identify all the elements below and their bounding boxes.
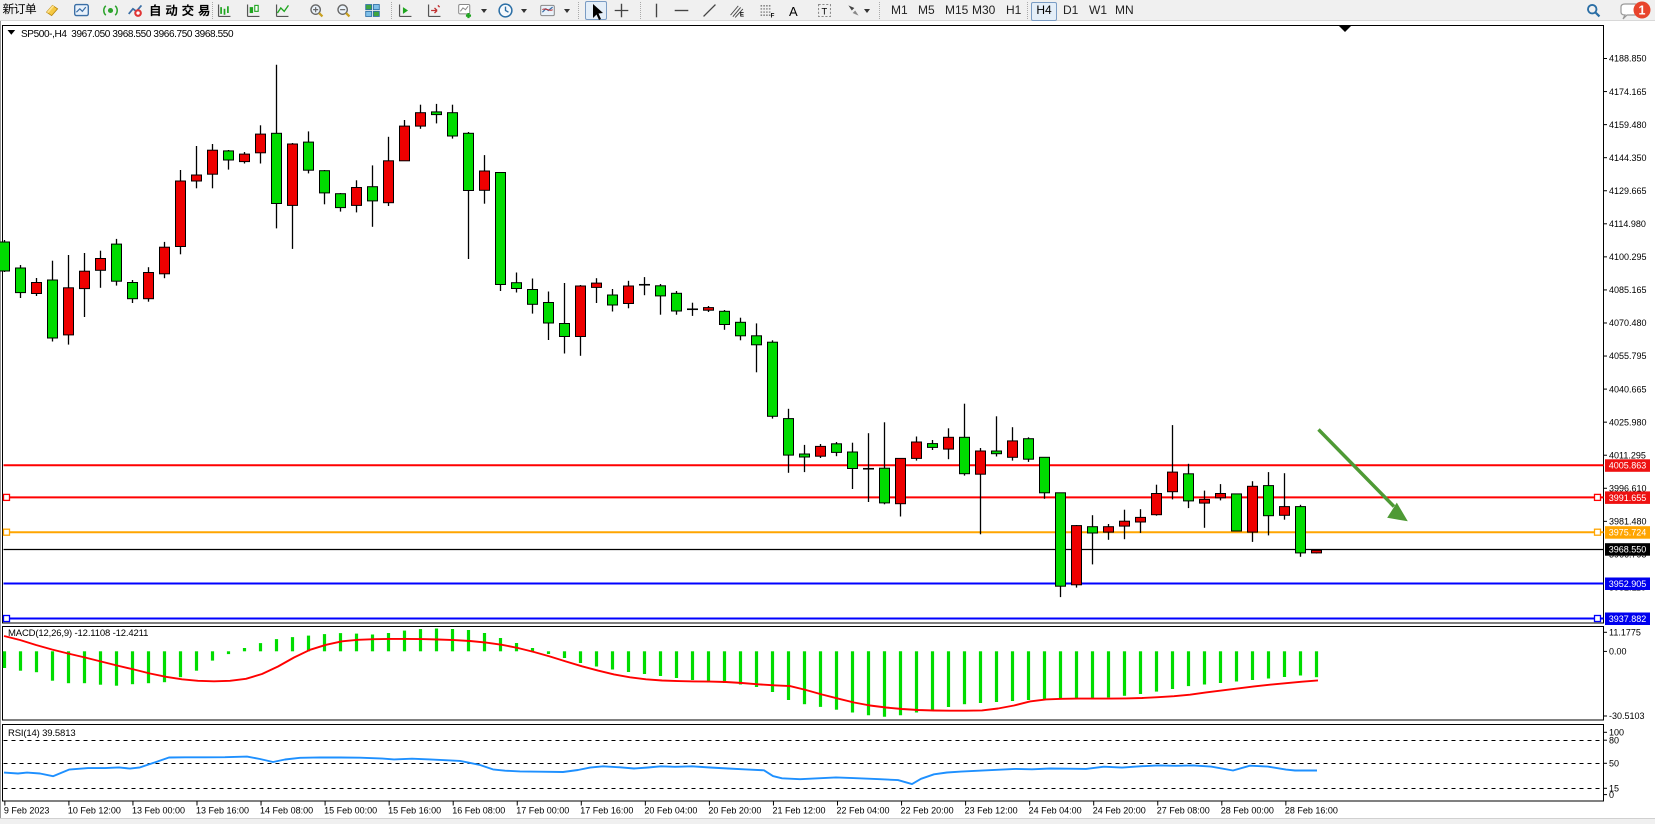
svg-text:16 Feb 08:00: 16 Feb 08:00 — [452, 806, 505, 816]
svg-text:3937.882: 3937.882 — [1609, 614, 1647, 624]
svg-text:4025.980: 4025.980 — [1609, 417, 1647, 427]
svg-text:0: 0 — [1609, 790, 1614, 800]
svg-text:15 Feb 16:00: 15 Feb 16:00 — [388, 806, 441, 816]
svg-text:22 Feb 04:00: 22 Feb 04:00 — [837, 806, 890, 816]
svg-text:4100.295: 4100.295 — [1609, 252, 1647, 262]
svg-text:SP500-,H4 3967.050 3968.550 3: SP500-,H4 3967.050 3968.550 3966.750 396… — [21, 29, 234, 40]
svg-text:22 Feb 20:00: 22 Feb 20:00 — [901, 806, 954, 816]
svg-text:4055.795: 4055.795 — [1609, 351, 1647, 361]
svg-text:4005.863: 4005.863 — [1609, 461, 1647, 471]
svg-text:4159.480: 4159.480 — [1609, 120, 1647, 130]
svg-text:14 Feb 08:00: 14 Feb 08:00 — [260, 806, 313, 816]
svg-text:4129.665: 4129.665 — [1609, 186, 1647, 196]
svg-text:11.1775: 11.1775 — [1609, 628, 1641, 638]
svg-text:3975.724: 3975.724 — [1609, 528, 1647, 538]
svg-text:17 Feb 00:00: 17 Feb 00:00 — [516, 806, 569, 816]
svg-text:4085.165: 4085.165 — [1609, 285, 1647, 295]
svg-text:0.00: 0.00 — [1609, 647, 1627, 657]
svg-text:24 Feb 20:00: 24 Feb 20:00 — [1093, 806, 1146, 816]
svg-text:80: 80 — [1609, 735, 1619, 745]
svg-text:3981.480: 3981.480 — [1609, 517, 1647, 527]
svg-text:20 Feb 04:00: 20 Feb 04:00 — [644, 806, 697, 816]
svg-text:E: E — [740, 12, 744, 19]
svg-text:10 Feb 12:00: 10 Feb 12:00 — [68, 806, 121, 816]
svg-text:3991.655: 3991.655 — [1609, 493, 1647, 503]
svg-text:4070.480: 4070.480 — [1609, 318, 1647, 328]
svg-text:15 Feb 00:00: 15 Feb 00:00 — [324, 806, 377, 816]
svg-text:27 Feb 08:00: 27 Feb 08:00 — [1157, 806, 1210, 816]
svg-text:13 Feb 00:00: 13 Feb 00:00 — [132, 806, 185, 816]
svg-text:13 Feb 16:00: 13 Feb 16:00 — [196, 806, 249, 816]
svg-text:4144.350: 4144.350 — [1609, 153, 1647, 163]
svg-text:24 Feb 04:00: 24 Feb 04:00 — [1029, 806, 1082, 816]
svg-text:F: F — [771, 12, 775, 19]
svg-text:20 Feb 20:00: 20 Feb 20:00 — [708, 806, 761, 816]
svg-text:3968.550: 3968.550 — [1609, 545, 1647, 555]
svg-text:23 Feb 12:00: 23 Feb 12:00 — [965, 806, 1018, 816]
svg-text:T: T — [822, 6, 828, 16]
svg-text:28 Feb 00:00: 28 Feb 00:00 — [1221, 806, 1274, 816]
svg-text:MACD(12,26,9) -12.1108 -12.421: MACD(12,26,9) -12.1108 -12.4211 — [8, 628, 148, 639]
svg-text:4114.980: 4114.980 — [1609, 219, 1646, 229]
svg-text:RSI(14) 39.5813: RSI(14) 39.5813 — [8, 728, 75, 739]
svg-text:-30.5103: -30.5103 — [1609, 711, 1645, 721]
svg-text:100: 100 — [1609, 728, 1624, 738]
svg-text:50: 50 — [1609, 759, 1619, 769]
svg-text:4188.850: 4188.850 — [1609, 54, 1647, 64]
svg-text:15: 15 — [1609, 784, 1619, 794]
svg-text:1: 1 — [1639, 4, 1646, 18]
svg-text:3952.905: 3952.905 — [1609, 579, 1647, 589]
svg-text:9 Feb 2023: 9 Feb 2023 — [4, 806, 50, 816]
svg-text:4011.295: 4011.295 — [1609, 450, 1646, 460]
svg-text:21 Feb 12:00: 21 Feb 12:00 — [772, 806, 825, 816]
svg-text:17 Feb 16:00: 17 Feb 16:00 — [580, 806, 633, 816]
svg-text:3996.610: 3996.610 — [1609, 483, 1647, 493]
svg-text:28 Feb 16:00: 28 Feb 16:00 — [1285, 806, 1338, 816]
svg-text:4040.665: 4040.665 — [1609, 384, 1647, 394]
svg-text:4174.165: 4174.165 — [1609, 87, 1647, 97]
